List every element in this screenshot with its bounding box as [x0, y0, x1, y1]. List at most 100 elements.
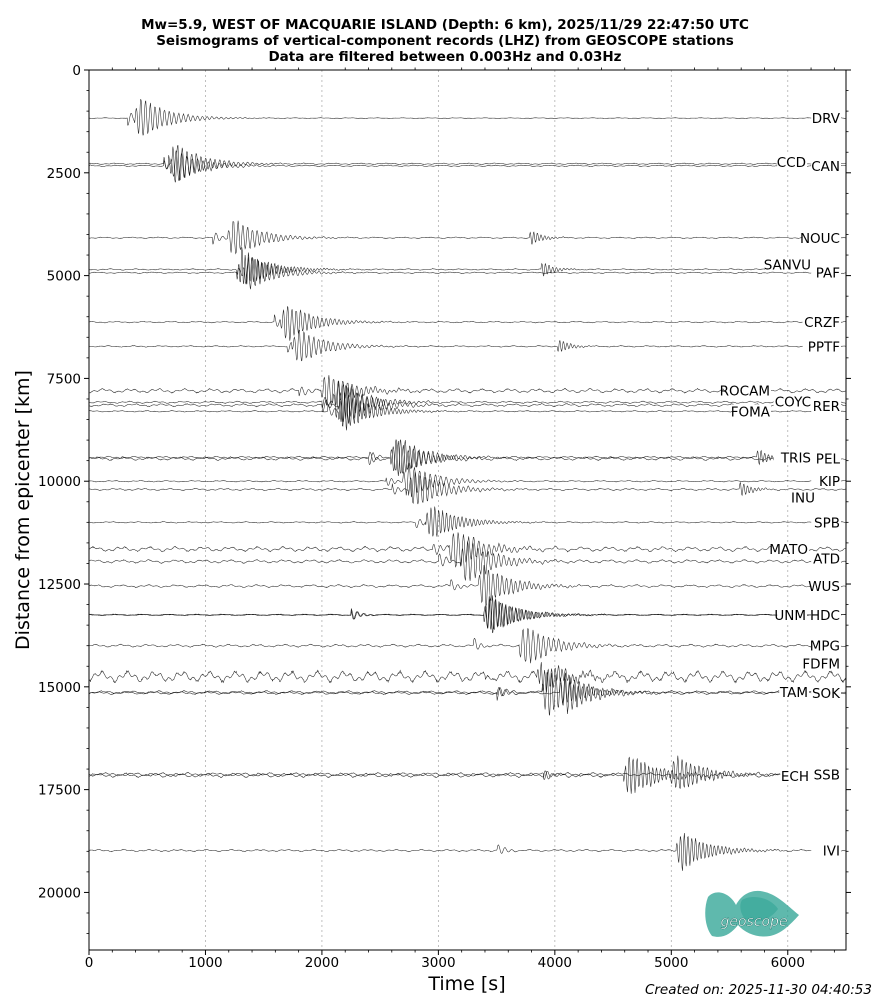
station-labels: DRV CCD CAN NOUC SANVU PAF CRZF PPTF ROCAM COYC RE…	[720, 111, 841, 859]
chart-title: Mw=5.9, WEST OF MACQUARIE ISLAND (Depth:…	[0, 17, 890, 65]
x-tick-label-6000: 6000	[771, 955, 805, 971]
station-label-bg-ssb	[811, 767, 841, 782]
station-label-sanvu: SANVU	[764, 257, 811, 273]
trace-hdc	[88, 597, 846, 634]
trace-rer	[88, 385, 847, 424]
station-label-bg-ech	[780, 769, 810, 784]
created-timestamp: Created on: 2025-11-30 04:40:53	[644, 982, 872, 998]
station-label-mpg: MPG	[810, 639, 840, 655]
title-line-event: Mw=5.9, WEST OF MACQUARIE ISLAND (Depth:…	[141, 17, 749, 33]
x-axis-label: Time [s]	[427, 973, 505, 995]
trace-foma	[88, 392, 847, 431]
station-label-bg-inu	[786, 490, 816, 505]
station-label-bg-atd	[811, 551, 841, 566]
x-tick-label-2000: 2000	[305, 955, 339, 971]
geoscope-logo: geoscope	[705, 890, 799, 937]
station-label-bg-pel	[811, 451, 841, 466]
station-label-ccd: CCD	[777, 155, 806, 171]
station-label-bg-foma	[732, 404, 771, 419]
station-label-bg-tam	[779, 685, 809, 700]
trace-atd	[88, 541, 847, 581]
station-label-rocam: ROCAM	[720, 384, 770, 400]
station-label-bg-drv	[811, 111, 841, 126]
station-label-bg-fdfm	[802, 656, 841, 671]
trace-mpg	[89, 628, 847, 664]
station-label-rer: RER	[813, 399, 840, 415]
trace-crzf	[89, 305, 847, 341]
y-tick-label-12500: 12500	[38, 577, 81, 593]
trace-ech	[88, 756, 782, 794]
trace-pptf	[89, 329, 847, 362]
y-tick-label-20000: 20000	[38, 885, 81, 901]
station-label-inu: INU	[791, 490, 815, 506]
station-label-bg-ivi	[811, 843, 841, 858]
station-label-ech: ECH	[781, 769, 809, 785]
station-label-bg-rer	[811, 399, 841, 414]
trace-pel	[88, 440, 847, 474]
trace-tris	[89, 439, 800, 477]
station-label-hdc: HDC	[810, 608, 840, 624]
station-label-atd: ATD	[813, 551, 840, 567]
x-tick-label-5000: 5000	[654, 955, 688, 971]
trace-sanvu	[88, 247, 782, 285]
trace-fdfm	[88, 662, 847, 693]
trace-unm	[88, 595, 846, 631]
y-tick-label-2500: 2500	[47, 166, 81, 182]
station-label-tam: TAM	[779, 685, 808, 701]
station-label-bg-spb	[811, 515, 841, 530]
station-label-unm: UNM	[774, 608, 806, 624]
station-label-bg-crzf	[802, 315, 841, 330]
trace-sok	[88, 672, 847, 715]
y-tick-label-0: 0	[72, 63, 81, 79]
trace-ccd	[88, 145, 846, 183]
trace-kip	[89, 462, 847, 498]
station-label-tris: TRIS	[780, 450, 811, 466]
station-label-bg-nouc	[802, 230, 841, 245]
title-line-filter: Data are filtered between 0.003Hz and 0.…	[268, 49, 622, 65]
y-axis: 0 2500 5000 7500 10000 12500 15000 17500 20000	[38, 63, 851, 934]
trace-can	[88, 150, 847, 181]
x-tick-label-0: 0	[85, 955, 94, 971]
station-label-bg-wus	[811, 579, 841, 594]
station-label-bg-can	[811, 158, 841, 173]
station-label-pel: PEL	[816, 452, 841, 468]
station-label-bg-mpg	[811, 638, 841, 653]
y-tick-label-15000: 15000	[38, 680, 81, 696]
station-label-paf: PAF	[816, 266, 840, 282]
trace-drv	[89, 99, 846, 136]
station-label-bg-sok	[811, 685, 841, 700]
station-label-fdfm: FDFM	[802, 657, 840, 673]
plot-frame	[88, 69, 847, 951]
station-label-ivi: IVI	[823, 843, 840, 859]
station-label-pptf: PPTF	[808, 339, 840, 355]
station-label-spb: SPB	[814, 515, 840, 531]
trace-paf	[88, 257, 846, 290]
station-label-bg-paf	[811, 265, 841, 280]
station-label-foma: FOMA	[731, 404, 771, 420]
station-label-sok: SOK	[812, 686, 841, 702]
station-label-bg-sanvu	[765, 257, 812, 272]
station-label-bg-rocam	[724, 383, 771, 398]
y-tick-label-10000: 10000	[38, 474, 81, 490]
y-tick-label-7500: 7500	[47, 371, 81, 387]
y-tick-label-5000: 5000	[47, 269, 81, 285]
station-label-bg-hdc	[811, 607, 841, 622]
seismogram-traces	[88, 99, 847, 871]
y-axis-label: Distance from epicenter [km]	[12, 370, 34, 650]
trace-mato	[88, 532, 847, 568]
station-label-bg-unm	[777, 607, 807, 622]
station-label-crzf: CRZF	[804, 315, 840, 331]
x-tick-label-1000: 1000	[188, 955, 222, 971]
station-label-can: CAN	[811, 159, 840, 175]
x-tick-label-4000: 4000	[538, 955, 572, 971]
trace-wus	[88, 564, 847, 607]
station-label-bg-tris	[773, 450, 812, 465]
station-label-wus: WUS	[808, 579, 840, 595]
trace-spb	[88, 506, 846, 537]
trace-ivi	[88, 832, 847, 871]
trace-nouc	[88, 220, 847, 255]
grid-lines	[205, 70, 789, 950]
station-label-bg-ccd	[777, 154, 807, 169]
